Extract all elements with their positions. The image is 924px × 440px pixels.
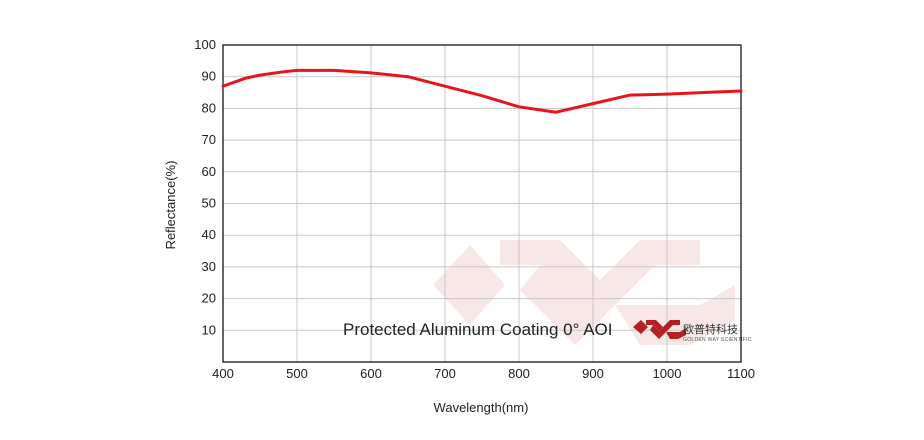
y-tick-label: 30 (202, 259, 216, 274)
plot-frame (222, 44, 742, 363)
y-tick-label: 90 (202, 69, 216, 84)
x-tick-label: 400 (212, 366, 234, 381)
y-tick-label: 80 (202, 100, 216, 115)
brand-name-en: GOLDEN WAY SCIENTIFIC (683, 337, 752, 343)
y-tick-label: 40 (202, 227, 216, 242)
series-line-reflectance (221, 68, 743, 114)
x-tick-label: 600 (360, 366, 382, 381)
y-tick-label: 50 (202, 196, 216, 211)
x-tick-label: 900 (582, 366, 604, 381)
y-tick-label: 20 (202, 291, 216, 306)
x-tick-label: 700 (434, 366, 456, 381)
x-tick-label: 1100 (727, 366, 755, 381)
y-tick-label: 100 (194, 37, 216, 52)
y-tick-label: 60 (202, 164, 216, 179)
golden-way-logo-icon (633, 320, 686, 339)
y-axis-ticks: 10 20 30 40 50 60 70 80 90 100 (194, 37, 216, 337)
x-axis-title: Wavelength(nm) (434, 400, 529, 415)
x-axis-ticks: 400 500 600 700 800 900 1000 1100 (212, 366, 755, 381)
x-tick-label: 500 (286, 366, 308, 381)
y-tick-label: 10 (202, 322, 216, 337)
x-tick-label: 800 (508, 366, 530, 381)
series-layer (221, 68, 743, 114)
y-tick-label: 70 (202, 132, 216, 147)
axes (222, 44, 742, 363)
brand-name-cn: 欧普特科技 (683, 322, 738, 336)
y-axis-title: Reflectance(%) (163, 161, 178, 250)
x-tick-label: 1000 (653, 366, 682, 381)
chart-annotation: Protected Aluminum Coating 0° AOI (343, 320, 613, 339)
